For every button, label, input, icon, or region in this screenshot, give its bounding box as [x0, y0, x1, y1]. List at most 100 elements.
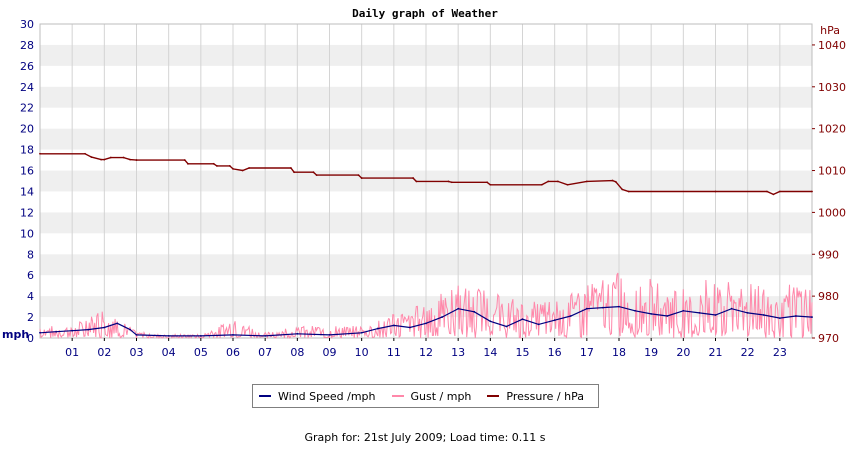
wind-speed-point [360, 331, 363, 334]
wind-speed-point [762, 314, 765, 316]
left-axis-tick-label: 28 [20, 39, 34, 52]
x-axis-tick-label: 15 [516, 346, 530, 359]
left-axis-tick-label: 18 [20, 144, 34, 157]
left-axis-tick-label: 2 [27, 311, 34, 324]
wind-speed-point [39, 331, 41, 334]
wind-speed-point [199, 335, 202, 337]
wind-speed-point [650, 313, 653, 315]
pressure-point [415, 180, 418, 183]
left-axis-tick-label: 4 [27, 290, 34, 303]
chart-legend: Wind Speed /mph Gust / mph Pressure / hP… [252, 384, 599, 408]
pressure-point [293, 171, 296, 174]
x-axis-tick-label: 10 [355, 346, 369, 359]
pressure-point [447, 180, 450, 183]
right-axis-unit: hPa [820, 24, 840, 37]
legend-label-wind: Wind Speed /mph [278, 389, 376, 403]
wind-speed-point [666, 315, 669, 317]
pressure-point [183, 159, 186, 161]
wind-speed-point [392, 324, 395, 327]
wind-speed-point [521, 318, 524, 321]
left-axis-tick-label: 30 [20, 18, 34, 31]
wind-speed-point [553, 319, 556, 322]
pressure-point [187, 162, 189, 165]
left-axis-tick-label: 0 [27, 332, 34, 345]
left-axis-tick-label: 20 [20, 123, 34, 136]
pressure-point [360, 177, 363, 179]
x-axis-tick-label: 13 [451, 346, 465, 359]
wind-speed-point [328, 333, 331, 336]
pressure-point [540, 183, 543, 186]
pressure-point [566, 183, 569, 186]
pressure-point [241, 169, 244, 172]
right-axis-tick-label: 1020 [818, 123, 846, 136]
right-axis-tick-label: 1040 [818, 39, 846, 52]
pressure-point [109, 156, 112, 159]
pressure-point [556, 180, 559, 183]
x-axis-tick-label: 05 [194, 346, 208, 359]
pressure-point [778, 190, 781, 193]
pressure-point [614, 180, 617, 183]
x-axis-tick-label: 20 [676, 346, 690, 359]
x-axis-tick-label: 03 [130, 346, 144, 359]
left-axis-tick-label: 12 [20, 206, 34, 219]
pressure-point [84, 152, 86, 155]
wind-speed-point [569, 315, 572, 317]
legend-item-pressure: Pressure / hPa [487, 390, 584, 403]
pressure-point [129, 158, 131, 161]
pressure-point [248, 167, 250, 169]
wind-speed-point [537, 323, 540, 326]
right-axis-tick-label: 1030 [818, 81, 846, 94]
x-axis-tick-label: 14 [483, 346, 497, 359]
wind-speed-point [167, 335, 170, 337]
left-axis-tick-label: 8 [27, 248, 34, 261]
left-axis-tick-label: 16 [20, 165, 34, 178]
x-axis-tick-label: 02 [97, 346, 111, 359]
wind-speed-point [296, 332, 299, 335]
wind-speed-point [634, 309, 636, 312]
wind-speed-point [441, 316, 443, 318]
x-axis-tick-label: 11 [387, 346, 401, 359]
pressure-point [714, 190, 717, 193]
wind-speed-point [264, 335, 267, 337]
pressure-point [489, 183, 492, 186]
wind-speed-point [457, 307, 460, 310]
wind-speed-point [682, 309, 685, 312]
right-axis-tick-label: 980 [818, 290, 839, 303]
left-axis-tick-label: 10 [20, 227, 34, 240]
wind-speed-point [698, 311, 701, 314]
x-axis-tick-label: 16 [548, 346, 562, 359]
x-axis-tick-label: 17 [580, 346, 594, 359]
x-axis-tick-label: 06 [226, 346, 240, 359]
pressure-swatch-icon [487, 395, 500, 397]
wind-speed-point [505, 325, 508, 328]
wind-speed-point [730, 307, 733, 310]
pressure-point [357, 174, 360, 177]
pressure-point [585, 180, 588, 183]
legend-item-wind: Wind Speed /mph [259, 390, 376, 403]
x-axis-tick-label: 04 [162, 346, 176, 359]
wind-speed-point [473, 310, 476, 313]
pressure-point [486, 181, 489, 184]
pressure-point [312, 171, 315, 174]
left-axis-unit: mph [2, 328, 29, 341]
wind-speed-point [232, 333, 234, 336]
x-axis-tick-label: 19 [644, 346, 658, 359]
left-axis-tick-label: 14 [20, 185, 34, 198]
pressure-point [103, 158, 106, 161]
pressure-point [290, 167, 292, 169]
pressure-point [450, 181, 453, 184]
x-axis-tick-label: 01 [65, 346, 79, 359]
pressure-point [412, 177, 415, 179]
right-axis-tick-label: 970 [818, 332, 839, 345]
wind-speed-point [55, 330, 57, 333]
legend-item-gust: Gust / mph [391, 390, 471, 403]
pressure-point [315, 174, 318, 177]
wind-speed-point [376, 327, 379, 330]
x-axis-tick-label: 12 [419, 346, 433, 359]
left-axis-tick-label: 6 [27, 269, 34, 282]
pressure-point [611, 179, 614, 182]
wind-speed-point [135, 333, 138, 336]
right-axis-tick-label: 990 [818, 248, 839, 261]
left-axis-tick-label: 26 [20, 60, 34, 73]
pressure-point [228, 165, 231, 167]
